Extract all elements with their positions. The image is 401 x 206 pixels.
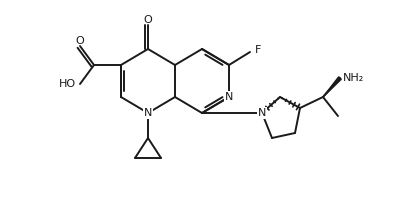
Text: O: O xyxy=(75,36,84,46)
Text: N: N xyxy=(224,92,233,102)
Text: NH₂: NH₂ xyxy=(342,73,363,83)
Text: HO: HO xyxy=(59,79,76,89)
Text: F: F xyxy=(254,45,261,55)
Polygon shape xyxy=(322,77,340,97)
Text: N: N xyxy=(144,108,152,118)
Text: O: O xyxy=(143,15,152,25)
Text: N: N xyxy=(257,108,265,118)
